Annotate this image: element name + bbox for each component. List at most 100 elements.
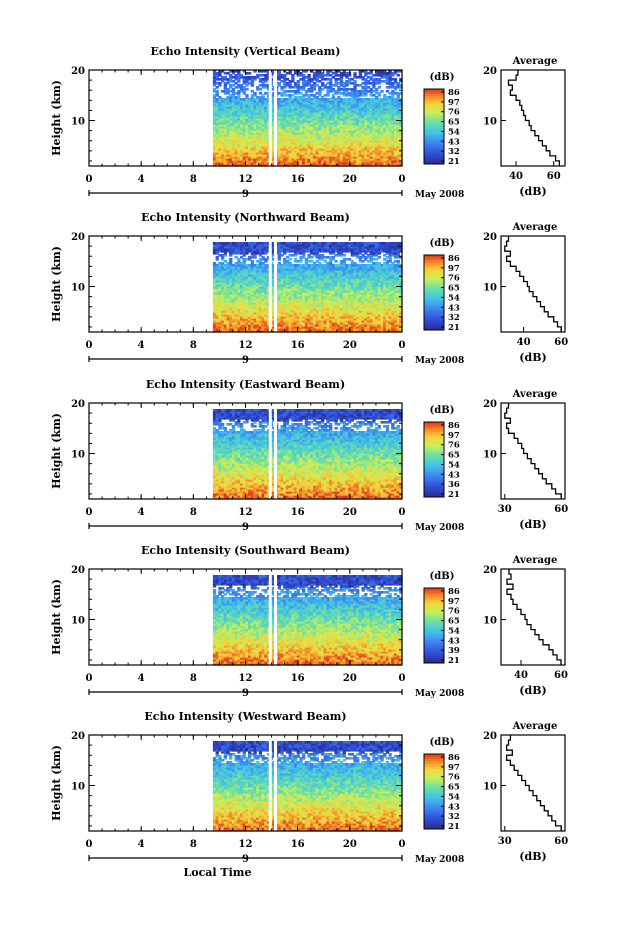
- heatmap-cell: [283, 132, 287, 135]
- heatmap-cell: [334, 134, 338, 137]
- heatmap-cell: [261, 142, 265, 145]
- heatmap-cell: [331, 304, 336, 307]
- heatmap-cell: [248, 310, 252, 313]
- heatmap-cell: [283, 314, 287, 317]
- heatmap-cell: [277, 322, 282, 325]
- heatmap-cell: [231, 148, 236, 151]
- heatmap-cell: [304, 130, 309, 133]
- heatmap-cell: [277, 82, 282, 85]
- heatmap-cell: [223, 118, 227, 121]
- heatmap-cell: [212, 138, 217, 141]
- heatmap-cell: [304, 278, 309, 281]
- heatmap-cell: [264, 300, 268, 303]
- heatmap-cell: [377, 164, 381, 167]
- heatmap-cell: [383, 72, 387, 75]
- heatmap-cell: [315, 144, 319, 147]
- heatmap-cell: [296, 296, 300, 299]
- heatmap-cell: [369, 144, 373, 147]
- colorbar-segment: [424, 146, 444, 150]
- colorbar-tick-label: 43: [448, 137, 460, 147]
- heatmap-cell: [253, 278, 257, 281]
- heatmap-cell: [302, 104, 306, 107]
- heatmap-cell: [320, 326, 325, 329]
- heatmap-cell: [342, 110, 346, 113]
- heatmap-cell: [285, 326, 290, 329]
- heatmap-cell: [285, 124, 290, 127]
- heatmap-cell: [272, 132, 276, 135]
- heatmap-cell: [310, 114, 314, 117]
- heatmap-cell: [293, 82, 298, 85]
- heatmap-cell: [329, 322, 333, 325]
- heatmap-cell: [393, 128, 398, 131]
- heatmap-cell: [391, 108, 395, 111]
- heatmap-cell: [337, 318, 341, 321]
- heatmap-cell: [239, 114, 244, 117]
- heatmap-cell: [337, 148, 341, 151]
- heatmap-cell: [293, 136, 298, 139]
- heatmap-cell: [396, 306, 400, 309]
- heatmap-cell: [248, 136, 252, 139]
- heatmap-cell: [288, 86, 292, 89]
- heatmap-cell: [258, 150, 263, 153]
- heatmap-cell: [320, 324, 325, 327]
- heatmap-cell: [393, 284, 398, 287]
- heatmap-cell: [366, 124, 371, 127]
- heatmap-cell: [366, 120, 371, 123]
- heatmap-cell: [291, 164, 295, 167]
- heatmap-cell: [353, 146, 357, 149]
- heatmap-cell: [396, 146, 400, 149]
- heatmap-cell: [326, 110, 330, 113]
- heatmap-cell: [261, 144, 265, 147]
- heatmap-cell: [361, 120, 365, 123]
- heatmap-cell: [364, 100, 368, 103]
- heatmap-cell: [229, 284, 233, 287]
- heatmap-cell: [277, 78, 282, 81]
- heatmap-cell: [302, 280, 306, 283]
- heatmap-cell: [302, 146, 306, 149]
- heatmap-cell: [326, 300, 330, 303]
- colorbar-tick-label: 86: [448, 88, 460, 98]
- heatmap-cell: [250, 304, 255, 307]
- heatmap-cell: [350, 292, 354, 295]
- heatmap-cell: [369, 328, 373, 331]
- heatmap-cell: [323, 130, 327, 133]
- heatmap-cell: [337, 312, 341, 315]
- heatmap-cell: [356, 136, 360, 139]
- heatmap-cell: [215, 288, 219, 291]
- heatmap-cell: [272, 278, 276, 281]
- heatmap-cell: [318, 140, 322, 143]
- heatmap-cell: [239, 300, 244, 303]
- heatmap-cell: [383, 294, 387, 297]
- heatmap-cell: [345, 144, 349, 147]
- heatmap-cell: [353, 288, 357, 291]
- heatmap-cell: [399, 162, 403, 165]
- heatmap-cell: [366, 282, 371, 285]
- heatmap-cell: [239, 112, 244, 115]
- heatmap-cell: [212, 132, 217, 135]
- heatmap-cell: [285, 140, 290, 143]
- heatmap-cell: [380, 80, 384, 83]
- heatmap-cell: [310, 286, 314, 289]
- heatmap-cell: [229, 134, 233, 137]
- heatmap-cell: [245, 120, 249, 123]
- heatmap-cell: [388, 144, 392, 147]
- heatmap-cell: [315, 108, 319, 111]
- heatmap-cell: [229, 294, 233, 297]
- heatmap-cell: [358, 92, 363, 95]
- heatmap-cell: [347, 286, 352, 289]
- heatmap-cell: [315, 92, 319, 95]
- heatmap-cell: [347, 324, 352, 327]
- heatmap-cell: [218, 318, 222, 321]
- heatmap-cell: [312, 82, 317, 85]
- heatmap-cell: [258, 290, 263, 293]
- heatmap-cell: [307, 130, 311, 133]
- heatmap-cell: [372, 306, 376, 309]
- heatmap-cell: [266, 86, 271, 89]
- heatmap-cell: [318, 72, 322, 75]
- heatmap-cell: [288, 70, 292, 73]
- colorbar-segment: [424, 161, 444, 165]
- heatmap-cell: [312, 126, 317, 129]
- heatmap-cell: [331, 324, 336, 327]
- heatmap-cell: [320, 282, 325, 285]
- heatmap-cell: [288, 294, 292, 297]
